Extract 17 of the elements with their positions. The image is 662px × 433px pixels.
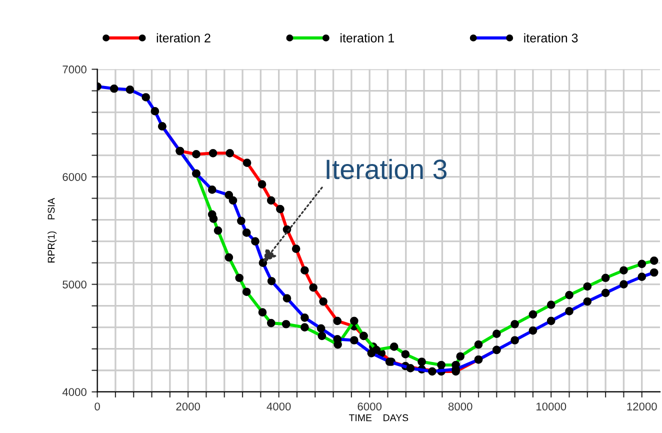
y-tick-label: 7000	[62, 66, 86, 74]
x-tick-label: 0	[94, 402, 100, 410]
x-axis-title: TIME DAYS	[348, 414, 408, 422]
y-axis-title: RPR(1) PSIA	[48, 198, 57, 262]
x-tick-label: 10000	[536, 402, 566, 410]
y-tick-label: 5000	[62, 280, 86, 288]
x-tick-label: 12000	[627, 402, 657, 410]
legend-label: iteration 3	[524, 33, 578, 42]
x-tick-label: 8000	[448, 402, 472, 410]
x-tick-label: 6000	[358, 402, 382, 410]
legend-label: iteration 1	[340, 33, 394, 42]
y-tick-label: 6000	[62, 173, 86, 181]
y-tick-label: 4000	[62, 388, 86, 396]
annotation: Iteration 3	[326, 158, 447, 180]
legend-label: iteration 2	[156, 33, 210, 42]
x-tick-label: 4000	[266, 402, 291, 410]
x-tick-label: 2000	[176, 402, 200, 410]
